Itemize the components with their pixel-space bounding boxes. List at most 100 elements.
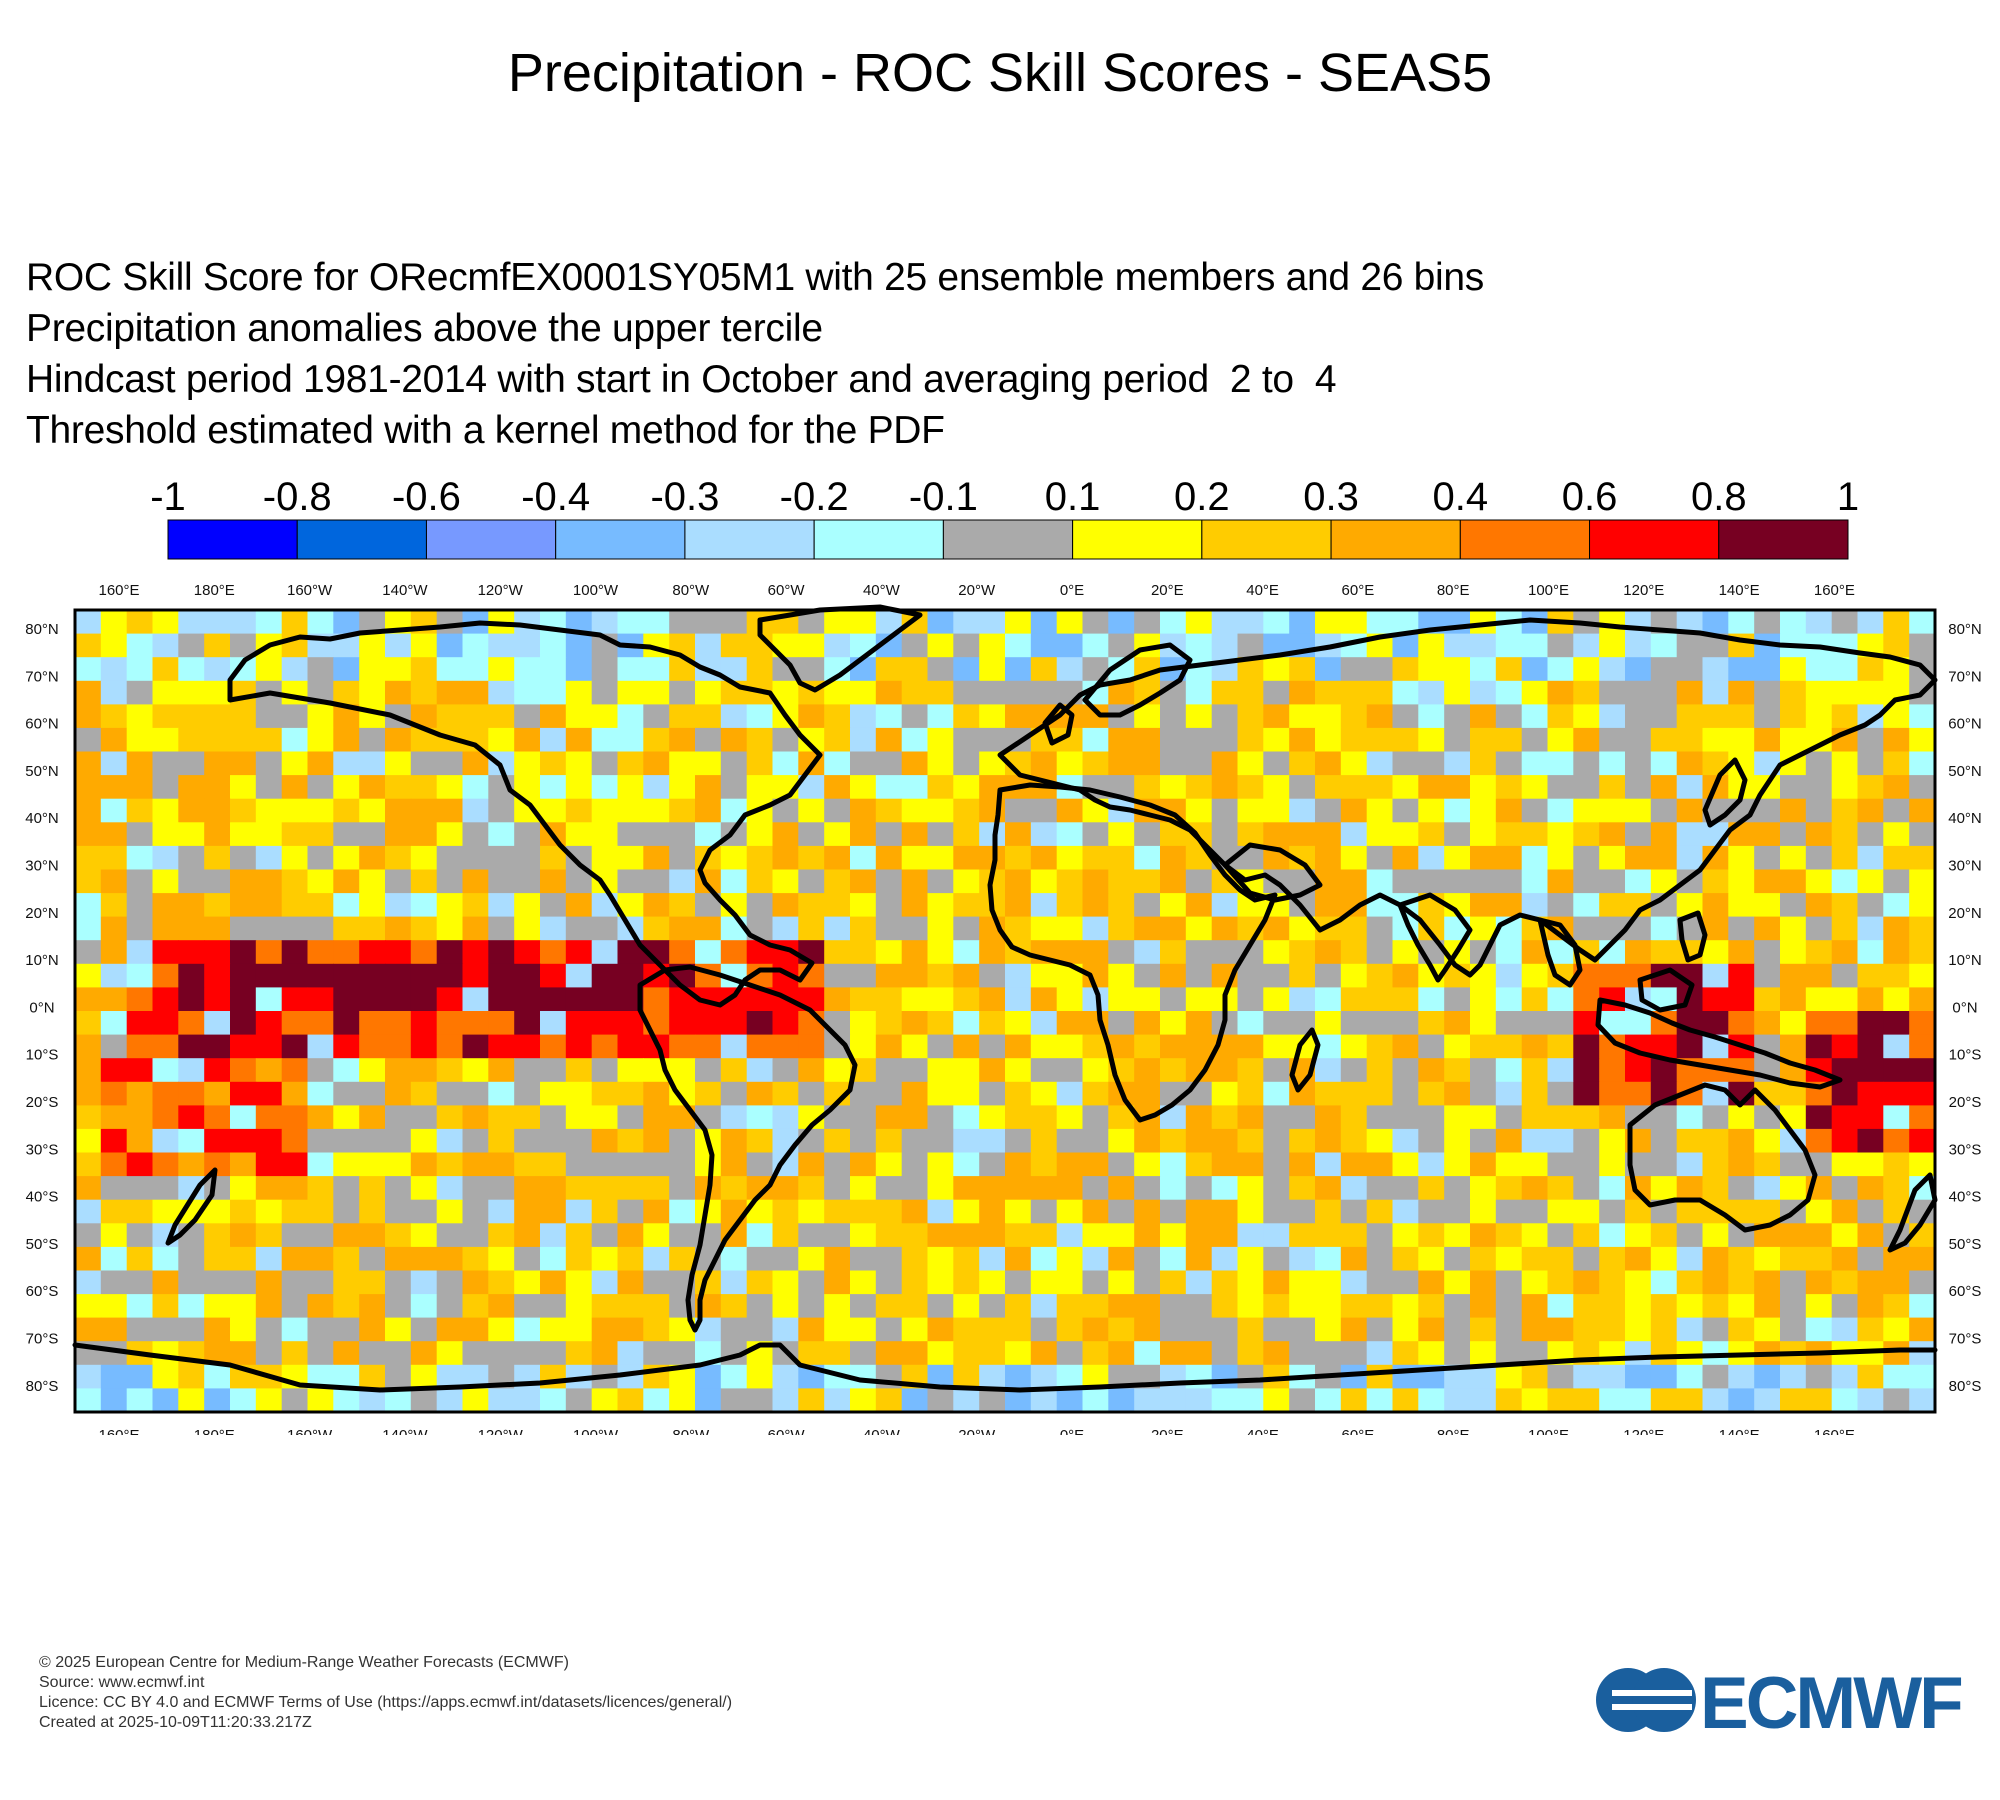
map-cell (720, 845, 748, 871)
map-cell (436, 1105, 464, 1130)
map-cell (1521, 1317, 1549, 1342)
map-cell (152, 916, 179, 941)
map-cell (1315, 987, 1342, 1012)
map-cell (514, 1034, 541, 1059)
legend-tick-label: 0.8 (1691, 475, 1747, 519)
map-cell (488, 940, 515, 965)
map-cell (1754, 1294, 1781, 1319)
map-cell (1650, 751, 1678, 776)
map-cell (1470, 1105, 1497, 1130)
map-cell (1418, 1128, 1445, 1154)
map-cell (1030, 1199, 1058, 1224)
map-cell (1392, 822, 1419, 847)
lon-tick-label: 120°E (1623, 582, 1664, 599)
map-cell (514, 893, 541, 918)
legend-swatch (296, 519, 427, 560)
map-cell (1780, 916, 1807, 941)
map-cell (100, 727, 128, 753)
legend-swatch (1589, 519, 1720, 560)
map-cell (1263, 1246, 1290, 1272)
map-cell (1754, 1246, 1781, 1272)
map-cell (1573, 1388, 1600, 1413)
map-cell (1521, 1388, 1549, 1413)
map-cell (798, 1034, 825, 1059)
map-cell (1521, 1270, 1549, 1295)
map-cell (875, 1223, 903, 1248)
map-cell (695, 1388, 722, 1413)
map-cell (1805, 751, 1833, 776)
map-cell (1185, 1011, 1213, 1036)
map-cell (979, 1246, 1006, 1272)
map-cell (1366, 1341, 1394, 1366)
map-cell (979, 657, 1006, 682)
map-cell (230, 1081, 257, 1106)
map-cell (798, 893, 825, 918)
map-cell (359, 657, 386, 682)
map-cell (1780, 775, 1807, 800)
map-cell (591, 727, 619, 753)
map-cell (591, 1388, 619, 1413)
legend-swatch (555, 519, 686, 560)
map-cell (204, 1034, 231, 1059)
map-cell (1030, 869, 1058, 894)
map-cell (1495, 869, 1523, 894)
map-cell (514, 1341, 541, 1366)
map-cell (798, 1081, 825, 1106)
map-cell (204, 1152, 231, 1177)
map-cell (1702, 610, 1729, 635)
map-cell (100, 1270, 128, 1295)
map-cell (1340, 1341, 1368, 1366)
map-cell (1366, 1011, 1394, 1036)
map-cell (1780, 680, 1807, 705)
map-cell (772, 1034, 799, 1059)
map-cell (798, 1128, 825, 1154)
map-cell (979, 704, 1006, 729)
map-cell (255, 798, 283, 823)
map-cell (824, 987, 851, 1012)
map-cell (514, 751, 541, 776)
map-cell (1289, 775, 1316, 800)
map-cell (1418, 1223, 1445, 1248)
coastline-philippines (1677, 910, 1708, 963)
map-cell (1056, 1081, 1084, 1106)
map-cell (75, 1105, 102, 1130)
map-cell (1495, 704, 1523, 729)
map-cell (1366, 1294, 1394, 1319)
map-cell (1444, 1152, 1471, 1177)
map-cell (1134, 822, 1161, 847)
map-cell (75, 916, 102, 941)
lon-tick-label: 40°W (863, 1427, 901, 1435)
map-cell (617, 822, 644, 847)
map-cell (333, 1341, 360, 1366)
map-cell (436, 751, 464, 776)
map-cell (230, 963, 257, 988)
map-cell (255, 869, 283, 894)
map-cell (1211, 1128, 1239, 1154)
map-cell (695, 1058, 722, 1083)
map-cell (1263, 940, 1290, 965)
map-cell (1418, 751, 1445, 776)
map-cell (1289, 963, 1316, 988)
map-cell (1315, 940, 1342, 965)
map-cell (333, 751, 360, 776)
map-cell (1857, 1294, 1884, 1319)
map-cell (1211, 1081, 1239, 1106)
map-cell (281, 1388, 309, 1413)
map-cell (1805, 775, 1833, 800)
map-cell (1650, 822, 1678, 847)
map-cell (1185, 1152, 1213, 1177)
map-cell (1315, 704, 1342, 729)
map-cell (1366, 940, 1394, 965)
coastline-new-zealand-west (165, 1167, 218, 1246)
map-cell (1315, 1223, 1342, 1248)
map-cell (1573, 987, 1600, 1012)
lat-tick-label: 70°S (26, 1331, 59, 1348)
lat-tick-label: 80°N (1948, 621, 1982, 638)
map-cell (333, 1317, 360, 1342)
map-cell (850, 1270, 877, 1295)
map-cell (643, 727, 670, 753)
map-cell (1185, 1270, 1213, 1295)
map-cell (1134, 751, 1161, 776)
map-cell (410, 893, 438, 918)
map-cell (1340, 1128, 1368, 1154)
